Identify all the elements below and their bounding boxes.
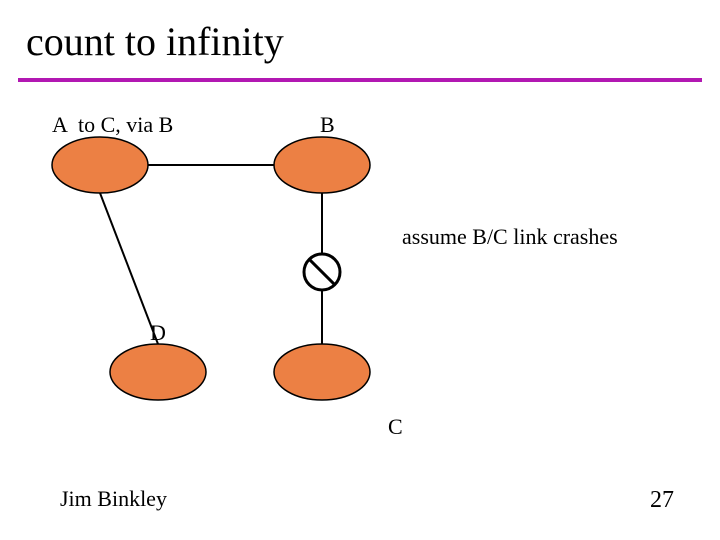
- node-label-d: D: [150, 320, 166, 346]
- network-diagram: [0, 0, 720, 540]
- node-label-a: A: [52, 112, 68, 138]
- node-sublabel-a: to C, via B: [78, 112, 173, 138]
- crash-symbol: [304, 254, 340, 290]
- node-label-b: B: [320, 112, 335, 138]
- node-d: [110, 344, 206, 400]
- crash-annotation: assume B/C link crashes: [402, 224, 618, 250]
- footer-page-number: 27: [650, 487, 674, 514]
- node-c: [274, 344, 370, 400]
- node-a: [52, 137, 148, 193]
- footer-author: Jim Binkley: [60, 486, 167, 512]
- edges-group: [100, 165, 322, 344]
- node-b: [274, 137, 370, 193]
- node-label-c: C: [388, 414, 403, 440]
- slide: count to infinity A to C, via B B D C as…: [0, 0, 720, 540]
